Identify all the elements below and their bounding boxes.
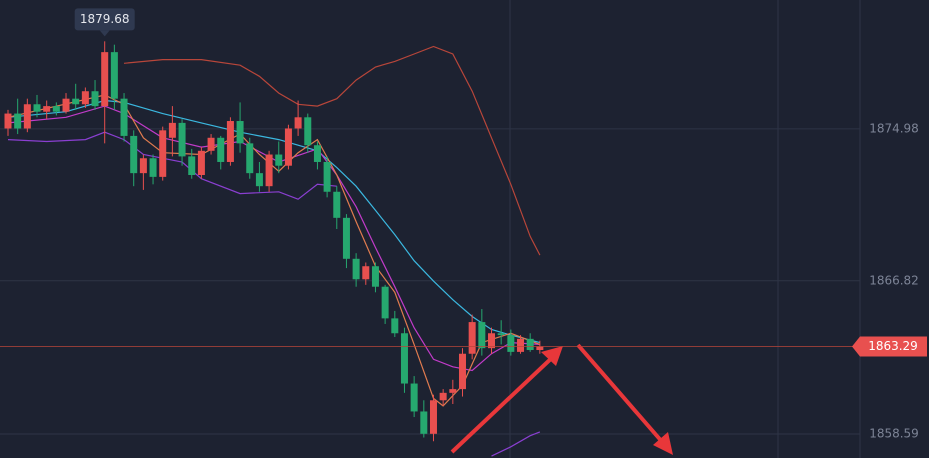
candle-body: [149, 158, 157, 177]
candle-body: [178, 122, 186, 157]
current-price-tag: [852, 336, 927, 357]
candle-body: [333, 191, 341, 218]
candles: [4, 41, 544, 442]
y-tick-label: 1858.59: [869, 426, 919, 440]
grid: 1874.98 1866.82 1858.59: [0, 121, 919, 440]
candle-body: [507, 335, 515, 352]
candle-body: [130, 135, 138, 174]
candle-body: [246, 143, 254, 174]
candle-body: [101, 52, 109, 107]
current-price-label: 1863.29: [868, 339, 918, 353]
candle-body: [120, 98, 128, 136]
y-tick-label: 1866.82: [869, 273, 919, 287]
candle-body: [275, 154, 283, 166]
candle-body: [33, 104, 41, 112]
candle-body: [381, 286, 389, 319]
candle-body: [139, 158, 147, 174]
high-label-box: [74, 8, 135, 31]
candle-body: [188, 156, 196, 176]
arrow-up-head: [541, 346, 563, 366]
candle-body: [536, 346, 544, 351]
candle-body: [4, 113, 12, 129]
candle-body: [236, 121, 244, 144]
candle-body: [43, 106, 51, 112]
candle-body: [265, 154, 273, 187]
candle-body: [72, 98, 80, 105]
candle-body: [371, 266, 379, 287]
candle-body: [168, 122, 176, 138]
candle-body: [410, 383, 418, 412]
candle-body: [526, 338, 534, 351]
candle-body: [488, 333, 495, 349]
candle-body: [159, 130, 167, 177]
high-label-pointer: [99, 30, 110, 37]
candle-body: [91, 91, 99, 107]
candle-body: [197, 150, 205, 176]
arrow-down-line: [576, 343, 666, 446]
indicator-line: [123, 45, 541, 256]
candle-body: [23, 104, 31, 129]
candle-body: [323, 161, 331, 192]
candle-body: [400, 333, 408, 384]
indicator-line: [7, 99, 541, 344]
candle-body: [217, 137, 225, 162]
candle-body: [517, 338, 525, 352]
candle-body: [468, 322, 476, 354]
candle-body: [284, 128, 292, 166]
overlay: 1879.68 1863.29: [0, 8, 927, 357]
candle-body: [342, 217, 350, 259]
arrow-up-line: [450, 352, 558, 454]
candle-body: [313, 145, 321, 162]
candle-body: [81, 91, 89, 105]
candle-body: [294, 117, 302, 129]
candle-body: [352, 258, 360, 280]
candle-body: [62, 98, 70, 112]
candle-body: [449, 389, 457, 393]
arrow-down-head: [653, 432, 673, 455]
y-tick-label: 1874.98: [869, 121, 919, 135]
candle-body: [226, 121, 234, 162]
high-label: 1879.68: [80, 12, 130, 26]
candle-body: [362, 266, 370, 280]
candle-body: [458, 353, 466, 390]
candle-body: [429, 400, 437, 434]
candle-body: [304, 117, 312, 146]
candle-body: [391, 318, 399, 334]
candle-body: [478, 322, 486, 349]
candle-body: [207, 137, 215, 151]
candle-body: [110, 52, 118, 99]
candle-body: [497, 333, 505, 336]
candle-body: [439, 392, 447, 401]
candle-body: [420, 411, 428, 434]
candle-body: [52, 106, 60, 112]
trend-arrows: [450, 343, 673, 455]
candle-body: [255, 173, 263, 187]
candle-body: [14, 113, 22, 129]
